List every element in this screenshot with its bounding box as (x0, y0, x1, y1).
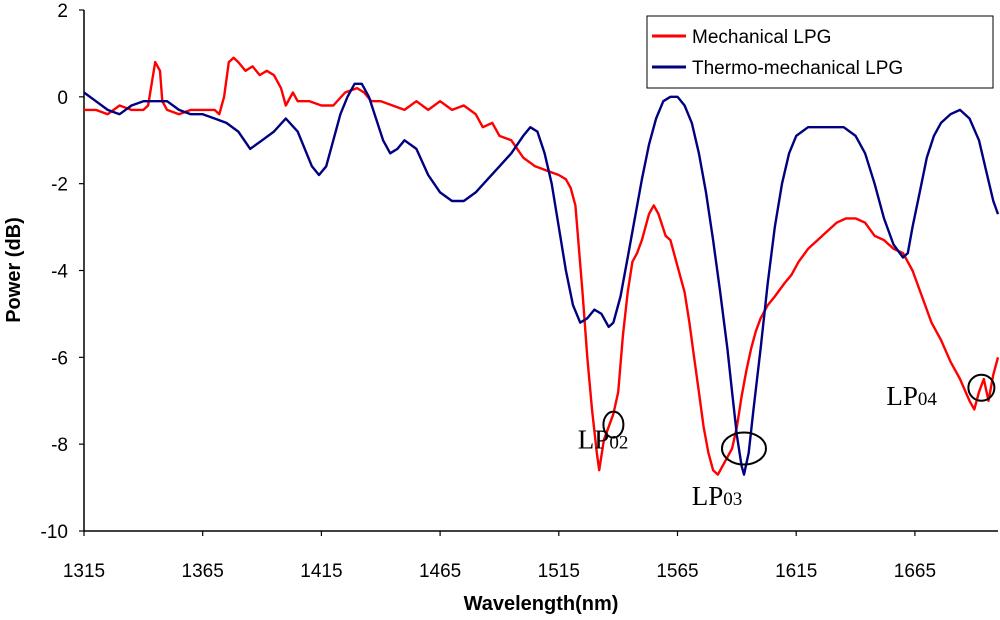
series-group (83, 56, 1000, 476)
y-tick-label: -10 (41, 522, 68, 543)
annotation-circle-1 (720, 431, 767, 466)
x-tick-label: 1665 (894, 561, 936, 582)
y-tick-label: -6 (51, 348, 68, 369)
y-tick-label: -2 (51, 175, 68, 196)
x-tick-label: 1365 (182, 561, 224, 582)
x-tick-label: 1415 (300, 561, 342, 582)
y-tick-label: 2 (57, 1, 68, 22)
legend-label-thermo: Thermo-mechanical LPG (692, 58, 903, 79)
y-tick-label: -4 (51, 262, 68, 283)
series-line-0 (84, 56, 1000, 476)
legend: Mechanical LPG Thermo-mechanical LPG (646, 15, 994, 89)
y-axis-label: Power (dB) (3, 217, 25, 323)
annotation-circle-0 (602, 410, 625, 439)
x-tick-label: 1315 (63, 561, 105, 582)
y-tick-label: -8 (51, 435, 68, 456)
x-tick-label: 1615 (775, 561, 817, 582)
legend-label-mechanical: Mechanical LPG (692, 27, 831, 48)
annotation-label-2: LP04 (886, 381, 937, 411)
annotation-circle-2 (967, 373, 996, 402)
x-tick-label: 1515 (538, 561, 580, 582)
plot-area (84, 10, 998, 531)
x-tick-label: 1465 (419, 561, 461, 582)
x-tick-label: 1565 (656, 561, 698, 582)
axes: 2 0 -2 -4 -6 -8 -10 1315 1365 1415 1465 1515 1565 161… (41, 1, 998, 582)
annotation-label-1: LP03 (692, 481, 743, 511)
legend-box (646, 15, 994, 89)
x-axis-label: Wavelength(nm) (464, 593, 619, 615)
series-line-1 (83, 82, 1000, 476)
y-tick-label: 0 (57, 88, 68, 109)
